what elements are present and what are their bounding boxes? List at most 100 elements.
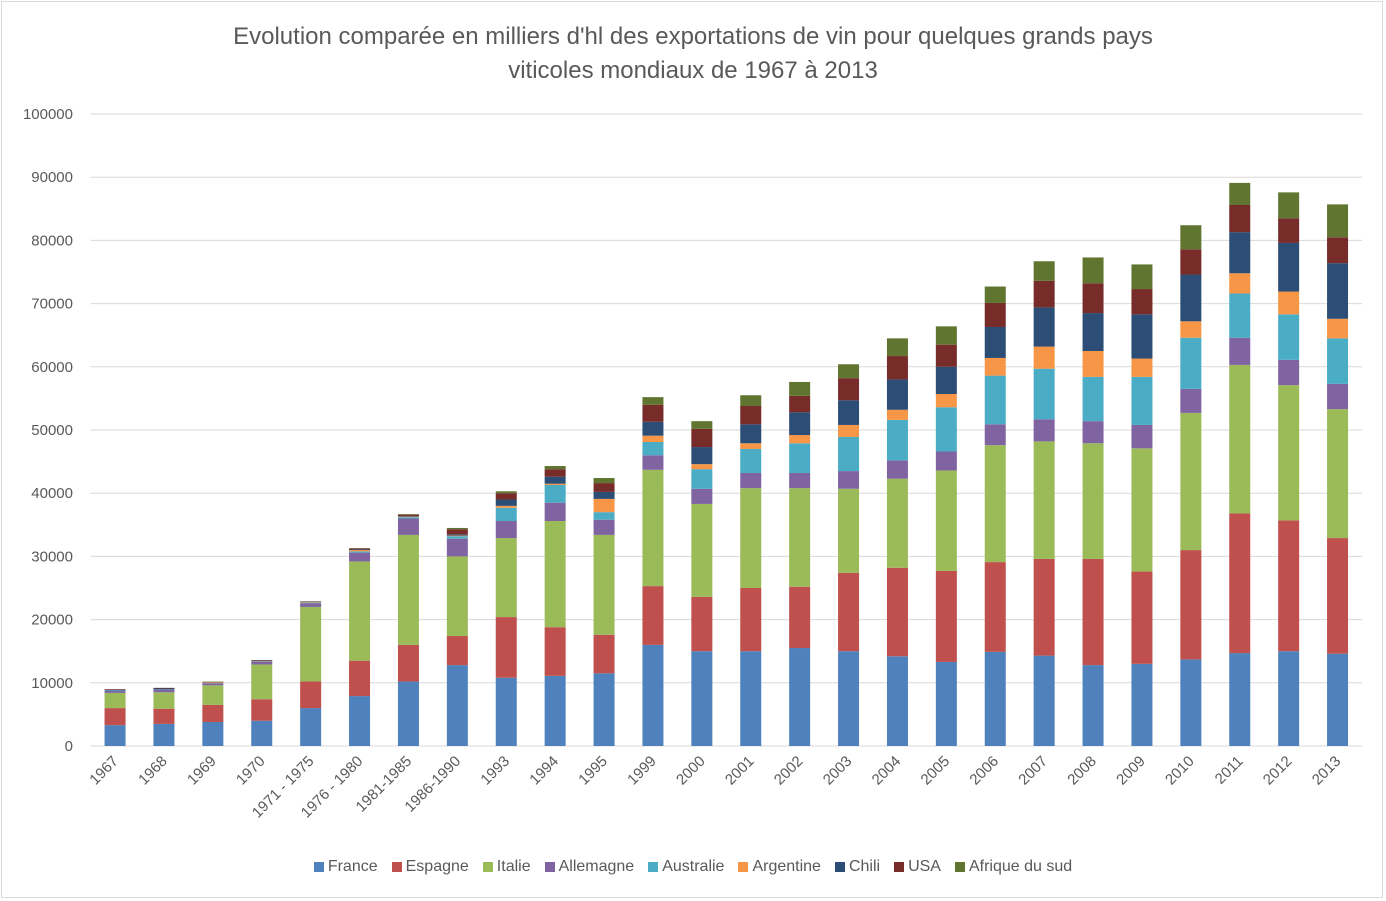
- bar-segment-argentine: [838, 424, 860, 437]
- bar-segment-argentine: [642, 435, 664, 443]
- legend-item: Espagne: [391, 858, 469, 876]
- bar-segment-chili: [935, 366, 957, 394]
- bar-segment-france: [838, 651, 860, 746]
- bar-segment-argentine: [544, 483, 566, 485]
- bar-segment-allemagne: [349, 552, 371, 562]
- bar-segment-argentine: [886, 409, 908, 420]
- legend-item: Allemagne: [544, 858, 634, 876]
- bar-segment-italie: [349, 561, 371, 661]
- y-tick-label: 80000: [31, 232, 73, 249]
- y-tick-label: 100000: [23, 106, 73, 123]
- bar-segment-espagne: [104, 708, 126, 726]
- bar-segment-allemagne: [740, 472, 762, 489]
- bar-segment-argentine: [789, 435, 811, 444]
- bar-segment-france: [1180, 659, 1202, 746]
- y-tick-label: 10000: [31, 675, 73, 692]
- bar-segment-allemagne: [1033, 419, 1055, 442]
- bar-segment-france: [642, 644, 664, 746]
- legend-label: Espagne: [405, 858, 469, 875]
- bar-segment-france: [349, 696, 371, 746]
- legend-swatch: [648, 862, 659, 872]
- bar-segment-france: [104, 725, 126, 746]
- bar-segment-france: [1082, 665, 1104, 746]
- legend-label: Argentine: [752, 858, 821, 875]
- bar-segment-afrique-du-sud: [593, 478, 615, 484]
- bar-segment-argentine: [1278, 291, 1300, 315]
- x-tick-label: 2012: [1260, 753, 1296, 789]
- bar-segment-usa: [349, 548, 371, 550]
- bar-segment-allemagne: [593, 519, 615, 535]
- bar-segment-argentine: [1033, 346, 1055, 369]
- y-tick-label: 0: [65, 738, 73, 755]
- bar-segment-afrique-du-sud: [495, 491, 517, 494]
- x-tick-label: 2000: [673, 753, 709, 789]
- bar-segment-australie: [886, 419, 908, 461]
- bar-segment-france: [1131, 663, 1153, 746]
- bar-segment-italie: [1278, 385, 1300, 521]
- bar-segment-usa: [1229, 205, 1251, 233]
- y-tick-label: 40000: [31, 485, 73, 502]
- bar-segment-chili: [397, 515, 419, 517]
- bar-segment-allemagne: [446, 538, 468, 557]
- bar-segment-italie: [935, 470, 957, 571]
- bar-segment-chili: [593, 491, 615, 499]
- bar-segment-france: [153, 723, 175, 746]
- chart-title-line-2: viticoles mondiaux de 1967 à 2013: [508, 57, 878, 84]
- bar-segment-espagne: [251, 699, 273, 721]
- bar-segment-espagne: [202, 704, 224, 722]
- x-tick-label: 2002: [771, 753, 807, 789]
- bar-segment-france: [495, 677, 517, 746]
- y-tick-label: 50000: [31, 422, 73, 439]
- bar-segment-italie: [593, 534, 615, 635]
- bar-segment-argentine: [1327, 318, 1349, 339]
- bar-segment-chili: [251, 660, 273, 662]
- y-tick-label: 30000: [31, 548, 73, 565]
- bar-segment-argentine: [984, 357, 1006, 376]
- bar-segment-australie: [1082, 376, 1104, 422]
- bar-segment-usa: [153, 687, 175, 689]
- x-tick-label: 1993: [477, 753, 513, 789]
- bar-segment-italie: [251, 664, 273, 700]
- bar-segment-australie: [691, 469, 713, 489]
- bar-segment-espagne: [838, 572, 860, 652]
- bar-segment-france: [300, 708, 322, 746]
- bar-segment-espagne: [300, 681, 322, 709]
- y-tick-label: 60000: [31, 359, 73, 376]
- legend-item: Australie: [648, 858, 724, 876]
- bar-segment-australie: [789, 443, 811, 473]
- bar-segment-usa: [544, 469, 566, 477]
- x-tick-label: 1995: [575, 753, 611, 789]
- bar-segment-chili: [544, 476, 566, 484]
- bar-segment-france: [544, 675, 566, 746]
- y-tick-label: 20000: [31, 612, 73, 629]
- bar-segment-allemagne: [642, 455, 664, 470]
- bar-segment-usa: [642, 404, 664, 422]
- legend-label: Italie: [496, 858, 531, 875]
- bar-segment-australie: [446, 536, 468, 539]
- legend-swatch: [391, 862, 402, 872]
- bar-segment-argentine: [935, 393, 957, 408]
- bar-segment-afrique-du-sud: [1180, 225, 1202, 250]
- bar-segment-espagne: [349, 660, 371, 697]
- bar-segment-italie: [984, 445, 1006, 563]
- bar-segment-australie: [1327, 338, 1349, 384]
- bar-segment-usa: [251, 660, 273, 661]
- bar-segment-espagne: [153, 708, 175, 724]
- bar-segment-allemagne: [153, 689, 175, 693]
- bar-segment-france: [1033, 655, 1055, 746]
- x-tick-label: 1970: [233, 753, 269, 789]
- bar-segment-allemagne: [1229, 337, 1251, 365]
- bar-segment-allemagne: [935, 451, 957, 471]
- bar-segment-espagne: [740, 588, 762, 652]
- bar-segment-australie: [1180, 337, 1202, 389]
- legend-label: Australie: [662, 858, 725, 875]
- bar-segment-australie: [935, 407, 957, 452]
- x-tick-label: 2011: [1212, 753, 1247, 788]
- bar-segment-italie: [886, 478, 908, 568]
- bar-segment-argentine: [349, 550, 371, 552]
- bar-segment-france: [251, 720, 273, 746]
- bar-segment-espagne: [1131, 571, 1153, 664]
- bar-segment-chili: [642, 421, 664, 436]
- x-tick-label: 1967: [86, 753, 122, 789]
